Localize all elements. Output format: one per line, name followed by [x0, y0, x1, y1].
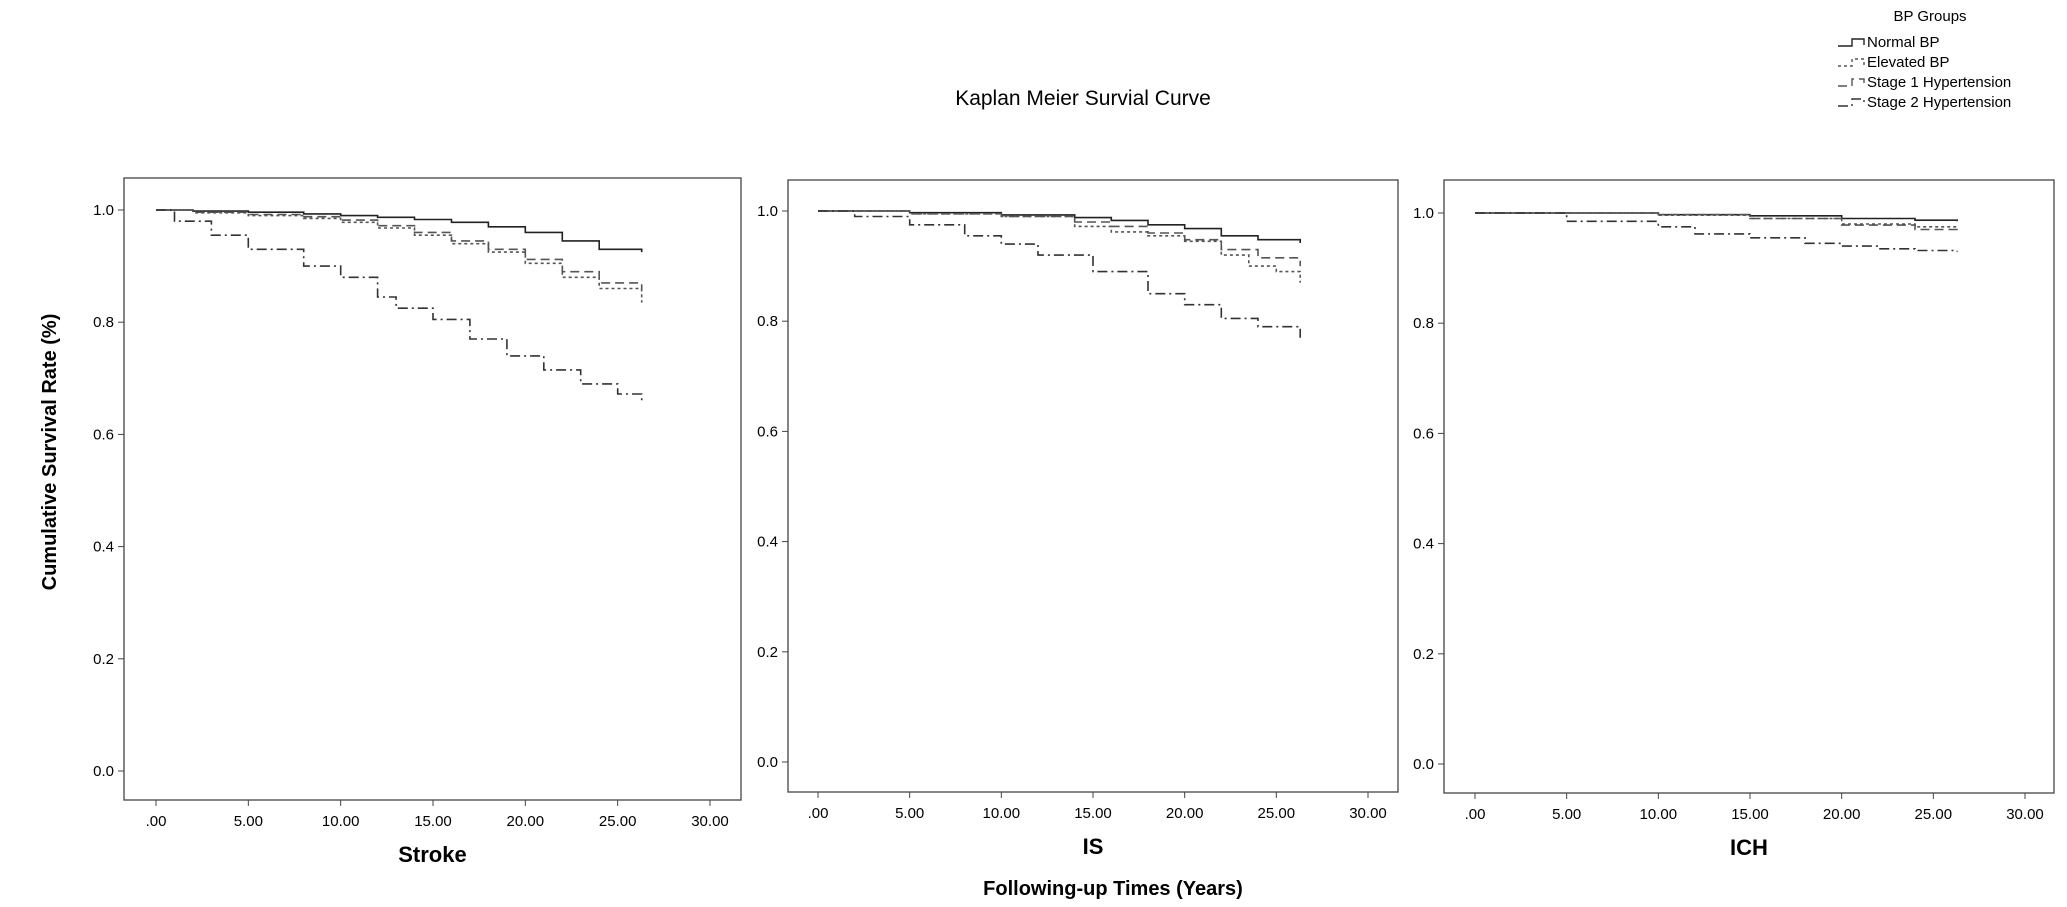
legend-entry: Stage 1 Hypertension	[1838, 74, 2011, 91]
x-tick-label: 10.00	[1640, 806, 1678, 823]
series-line-normal-bp	[156, 209, 643, 253]
y-axis-title: Cumulative Survival Rate (%)	[39, 314, 61, 591]
x-tick-label: 30.00	[2006, 806, 2044, 823]
series-line-stage-1-hypertension	[156, 209, 643, 292]
x-tick-label: 30.00	[691, 813, 729, 830]
x-tick-label: 30.00	[1349, 805, 1387, 822]
y-tick-label: 0.0	[93, 763, 114, 780]
x-tick-label: 25.00	[599, 813, 637, 830]
x-tick-label: .00	[808, 805, 829, 822]
x-tick-label: 10.00	[322, 813, 360, 830]
y-tick-label: 0.2	[757, 644, 778, 661]
y-tick-label: 0.8	[93, 314, 114, 331]
legend: BP Groups Normal BP Elevated BP Stage 1 Hy…	[1838, 8, 2011, 111]
legend-swatch	[1838, 78, 1865, 87]
legend-entry: Stage 2 Hypertension	[1838, 94, 2011, 111]
legend-label: Stage 2 Hypertension	[1867, 94, 2011, 111]
x-tick-label: 25.00	[1258, 805, 1296, 822]
x-tick-label: 15.00	[1731, 806, 1769, 823]
series-line-stage-2-hypertension	[818, 210, 1301, 338]
x-tick-label: 15.00	[414, 813, 452, 830]
plot-frame	[787, 179, 1399, 793]
series-line-stage-1-hypertension	[1475, 212, 1958, 233]
x-tick-label: 10.00	[983, 805, 1021, 822]
y-tick-label: 0.4	[757, 534, 778, 551]
y-tick-label: 0.8	[1413, 315, 1434, 332]
y-tick-label: 1.0	[757, 203, 778, 220]
panel-is: 0.0 0.2 0.4 0.6 0.8 1.0 .00 5.00 10.00 15.00 20.00…	[757, 179, 1399, 859]
x-tick-label: 15.00	[1074, 805, 1112, 822]
series-line-stage-2-hypertension	[156, 209, 643, 402]
series-line-stage-2-hypertension	[1475, 212, 1958, 252]
plot-frame	[123, 177, 742, 801]
legend-label: Elevated BP	[1867, 54, 1950, 71]
series-line-stage-1-hypertension	[818, 210, 1301, 267]
x-tick-label: 5.00	[234, 813, 263, 830]
y-tick-label: 0.0	[1413, 756, 1434, 773]
x-tick-label: .00	[146, 813, 167, 830]
legend-title: BP Groups	[1893, 8, 1966, 25]
y-tick-label: 0.6	[757, 423, 778, 440]
y-tick-label: 0.6	[1413, 425, 1434, 442]
y-tick-label: 1.0	[1413, 205, 1434, 222]
x-tick-label: 5.00	[895, 805, 924, 822]
legend-label: Stage 1 Hypertension	[1867, 74, 2011, 91]
y-tick-label: 1.0	[93, 202, 114, 219]
legend-swatch	[1838, 38, 1865, 47]
y-tick-label: 0.0	[757, 754, 778, 771]
legend-swatch	[1838, 58, 1865, 67]
panel-ich: 0.0 0.2 0.4 0.6 0.8 1.0 .00 5.00 10.00 15.00 20.00…	[1413, 179, 2055, 860]
x-axis-title: Following-up Times (Years)	[983, 878, 1243, 900]
x-tick-label: 20.00	[1823, 806, 1861, 823]
x-tick-label: 25.00	[1915, 806, 1953, 823]
plot-frame	[1443, 179, 2055, 794]
y-tick-label: 0.6	[93, 426, 114, 443]
y-tick-label: 0.4	[93, 539, 114, 556]
legend-swatch	[1838, 98, 1865, 107]
panel-label: IS	[1083, 834, 1104, 859]
x-tick-label: 20.00	[507, 813, 545, 830]
panel-stroke: 0.0 0.2 0.4 0.6 0.8 1.0 .00 5.00 10.00 15.00 20.00…	[93, 177, 742, 867]
y-tick-label: 0.2	[93, 651, 114, 668]
y-tick-label: 0.8	[757, 313, 778, 330]
series-line-normal-bp	[818, 210, 1301, 243]
panel-label: ICH	[1730, 835, 1768, 860]
x-tick-label: 20.00	[1166, 805, 1204, 822]
y-tick-label: 0.2	[1413, 646, 1434, 663]
chart-title: Kaplan Meier Survial Curve	[955, 87, 1211, 110]
legend-entry: Elevated BP	[1838, 54, 1950, 71]
y-tick-label: 0.4	[1413, 536, 1434, 553]
x-tick-label: 5.00	[1552, 806, 1581, 823]
legend-entry: Normal BP	[1838, 34, 1940, 51]
series-line-elevated-bp	[156, 209, 643, 303]
panel-label: Stroke	[398, 842, 466, 867]
x-tick-label: .00	[1465, 806, 1486, 823]
legend-label: Normal BP	[1867, 34, 1940, 51]
